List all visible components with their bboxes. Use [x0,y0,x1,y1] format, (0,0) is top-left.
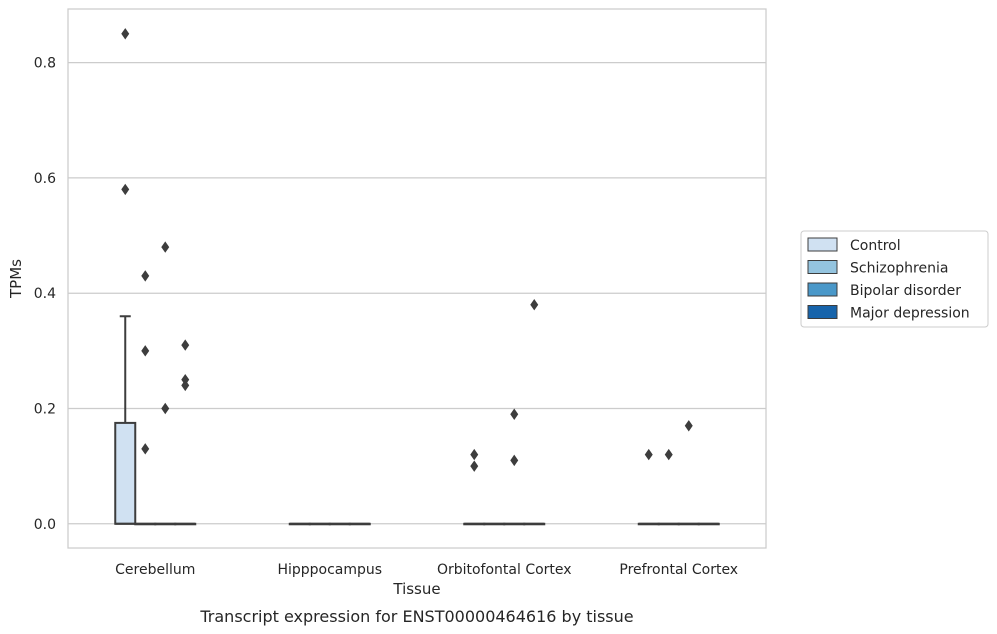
y-axis-label: TPMs [7,259,25,299]
outlier-point [664,448,673,461]
box-control [637,448,660,526]
x-tick-label: Hipppocampus [277,562,382,578]
legend-swatch [807,282,838,297]
x-tick-label: Prefrontal Cortex [619,562,738,578]
legend-frame [800,230,989,328]
y-tick-labels: 0.0 0.2 0.4 0.6 0.8 [34,56,56,533]
legend-swatch [807,237,838,252]
x-tick-label: Orbitofontal Cortex [437,562,572,578]
y-tick-label: 0.2 [34,401,56,417]
y-tick-label: 0.8 [34,56,56,72]
outlier-point [510,408,519,420]
box-control [288,522,311,526]
outlier-point [121,28,130,40]
box-major-depression [697,522,720,526]
outlier-point [470,448,479,461]
legend-swatch [807,260,838,274]
box-bipolar-disorder [154,241,177,526]
box-bipolar-disorder [503,408,526,526]
box-layer [114,28,720,526]
legend-label: Control [850,238,901,254]
outlier-point [644,448,653,461]
box-body [114,421,137,525]
outlier-point [181,379,190,392]
outlier-point [141,345,150,357]
box-control [114,28,137,525]
outlier-point [141,270,150,282]
outlier-point [510,454,519,467]
outlier-point [141,443,150,455]
box-bipolar-disorder [328,522,351,526]
outlier-point [161,241,170,253]
box-schizophrenia [134,270,157,526]
outlier-point [530,299,539,311]
x-tick-label: Cerebellum [115,562,195,578]
legend-label: Schizophrenia [850,261,948,277]
chart-caption: Transcript expression for ENST0000046461… [199,607,633,626]
outlier-point [181,339,190,351]
gridlines [68,61,766,525]
box-control [463,448,486,526]
x-tick-labels: Cerebellum Hipppocampus Orbitofontal Corte… [115,562,738,578]
plot-frame [67,8,767,549]
y-tick-label: 0.6 [34,171,56,187]
outlier-point [121,183,130,196]
legend-label: Bipolar disorder [850,283,961,299]
legend-items: Control Schizophrenia Bipolar disorder Majo… [807,237,970,322]
y-tick-label: 0.0 [34,517,56,533]
outlier-point [684,420,693,432]
box-major-depression [523,299,546,526]
box-schizophrenia [657,448,680,526]
legend-label: Major depression [850,306,970,322]
box-schizophrenia [308,522,331,526]
box-major-depression [174,339,197,526]
box-schizophrenia [483,522,506,526]
box-major-depression [348,522,371,526]
y-tick-label: 0.4 [34,286,56,302]
outlier-point [470,460,479,472]
legend-swatch [807,305,838,319]
legend: Control Schizophrenia Bipolar disorder Majo… [800,230,989,328]
outlier-point [161,402,170,415]
x-axis-label: Tissue [392,580,440,598]
box-bipolar-disorder [677,420,700,526]
